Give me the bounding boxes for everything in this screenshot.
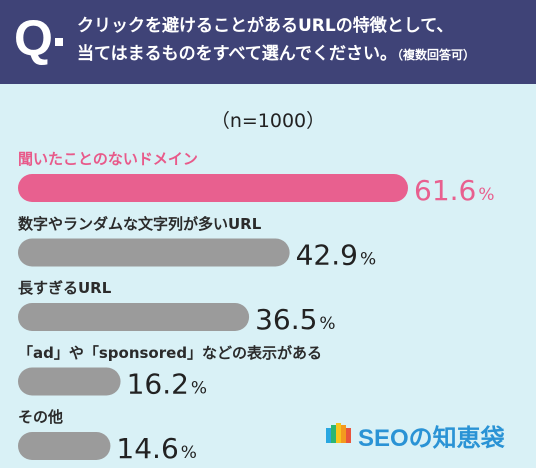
brand-name: SEOの知恵袋: [358, 425, 505, 452]
question-line-1: クリックを避けることがあるURLの特徴として、: [77, 16, 454, 36]
q-mark: Q: [14, 10, 53, 66]
value-unit: %: [181, 443, 197, 463]
value-unit: %: [191, 379, 207, 399]
value-unit: %: [360, 250, 376, 270]
bar: [18, 432, 111, 460]
value-label: 14.6%: [116, 432, 196, 465]
bar: [18, 367, 121, 396]
category-label: 数字やランダムな文字列が多いURL: [18, 214, 262, 233]
category-label: 聞いたことのないドメイン: [18, 150, 198, 168]
value-unit: %: [478, 185, 494, 205]
question-header: Q クリックを避けることがあるURLの特徴として、 当てはまるものをすべて選んで…: [0, 0, 536, 84]
question-text: クリックを避けることがあるURLの特徴として、 当てはまるものをすべて選んでくだ…: [77, 12, 475, 69]
value-number: 61.6: [414, 174, 476, 207]
bar: [18, 238, 290, 267]
sample-size: （n=1000）: [210, 110, 326, 132]
bar: [18, 174, 408, 202]
value-number: 16.2: [127, 368, 189, 401]
value-label: 36.5%: [255, 303, 335, 336]
value-unit: %: [319, 314, 335, 334]
value-number: 36.5: [255, 303, 317, 336]
value-label: 16.2%: [127, 368, 208, 401]
category-label: 長すぎるURL: [18, 279, 112, 297]
value-label: 42.9%: [296, 239, 377, 272]
q-mark-dot: [55, 38, 63, 46]
value-number: 42.9: [296, 239, 358, 272]
question-line-2: 当てはまるものをすべて選んでください。（複数回答可）: [77, 40, 475, 69]
question-line-2-text: 当てはまるものをすべて選んでください。: [77, 44, 397, 64]
category-label: 「ad」や「sponsored」などの表示がある: [18, 343, 323, 362]
question-note: （複数回答可）: [396, 48, 475, 62]
value-label: 61.6%: [414, 174, 495, 207]
category-label: その他: [18, 408, 64, 426]
bar: [18, 303, 250, 331]
value-number: 14.6: [116, 432, 178, 465]
brand-logo-icon: [326, 423, 351, 443]
